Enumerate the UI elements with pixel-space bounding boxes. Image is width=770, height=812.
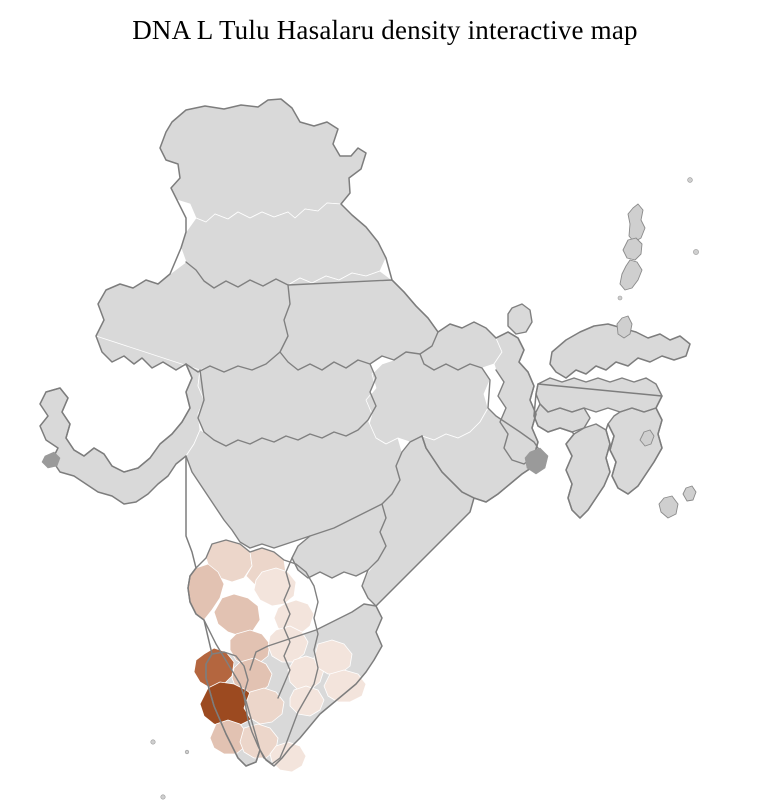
- island-andaman-middle[interactable]: [623, 238, 642, 260]
- district-region[interactable]: [566, 424, 610, 518]
- island-diu[interactable]: [42, 452, 60, 468]
- district-region-chamarajanagar[interactable]: [270, 742, 306, 772]
- district-region[interactable]: [608, 408, 662, 494]
- island-lakshadweep-north[interactable]: [151, 740, 155, 744]
- island-minicoy[interactable]: [185, 750, 189, 754]
- island-lakshadweep-south[interactable]: [161, 795, 165, 799]
- district-region-shivamogga[interactable]: [214, 594, 260, 636]
- map-canvas[interactable]: [0, 52, 770, 812]
- country-outline-layer: [40, 99, 690, 766]
- island-nicobar-lower[interactable]: [640, 430, 654, 446]
- island-layer: [42, 178, 699, 800]
- island-dot-narcondam[interactable]: [693, 249, 698, 254]
- island-sundarban-patch[interactable]: [525, 448, 548, 474]
- island-dot-barren[interactable]: [688, 178, 693, 183]
- island-andaman-south[interactable]: [620, 260, 642, 290]
- district-region[interactable]: [536, 378, 662, 412]
- page-title: DNA L Tulu Hasalaru density interactive …: [132, 15, 638, 45]
- district-region-chittoor[interactable]: [324, 670, 366, 702]
- island-nicobar-tip[interactable]: [683, 486, 696, 501]
- india-choropleth-map[interactable]: [0, 52, 770, 812]
- island-nicobar-upper[interactable]: [617, 316, 632, 338]
- island-nicobar-great[interactable]: [659, 496, 678, 518]
- island-dot-east[interactable]: [618, 296, 622, 300]
- district-layer-base: [40, 99, 690, 766]
- district-region-kodagu[interactable]: [210, 720, 248, 754]
- island-andaman-north[interactable]: [628, 204, 645, 242]
